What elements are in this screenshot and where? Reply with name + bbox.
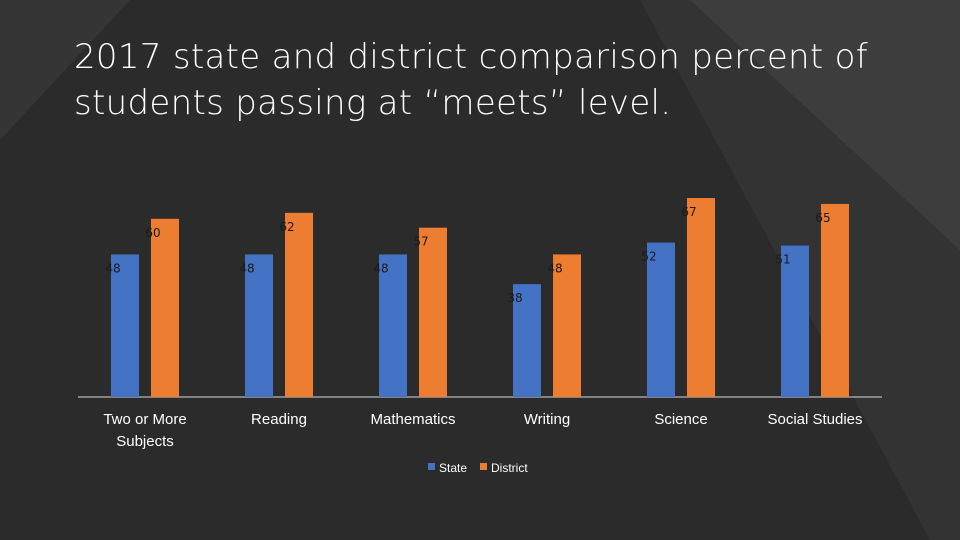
x-tick-label-0: Two or More Subjects xyxy=(103,411,186,450)
slide-title: 2017 state and district comparison perce… xyxy=(74,37,869,123)
x-tick-label-4: Science xyxy=(654,411,707,428)
bar-district-4 xyxy=(687,198,715,397)
bar-district-1 xyxy=(285,212,313,397)
data-label-district-0: 60 xyxy=(145,226,160,240)
data-label-state-0: 48 xyxy=(105,261,120,275)
legend-label-state: State xyxy=(439,461,467,475)
bar-state-0 xyxy=(111,254,139,397)
bar-district-2 xyxy=(419,227,447,397)
data-label-state-5: 51 xyxy=(775,253,790,267)
data-label-state-3: 38 xyxy=(507,291,522,305)
legend-label-district: District xyxy=(491,461,528,475)
bar-state-2 xyxy=(379,254,407,397)
data-label-district-3: 48 xyxy=(547,261,562,275)
data-label-state-4: 52 xyxy=(641,250,656,264)
data-label-district-2: 57 xyxy=(413,235,428,249)
data-label-district-5: 65 xyxy=(815,211,830,225)
legend-swatch-state xyxy=(428,463,435,470)
bar-state-4 xyxy=(647,242,675,397)
bar-state-5 xyxy=(781,245,809,397)
data-label-state-1: 48 xyxy=(239,261,254,275)
bar-state-1 xyxy=(245,254,273,397)
bar-district-0 xyxy=(151,218,179,397)
bar-district-3 xyxy=(553,254,581,397)
x-tick-label-1: Reading xyxy=(251,411,307,428)
x-tick-label-3: Writing xyxy=(524,411,570,428)
data-label-state-2: 48 xyxy=(373,261,388,275)
legend-swatch-district xyxy=(480,463,487,470)
bar-district-5 xyxy=(821,203,849,397)
data-label-district-1: 62 xyxy=(279,220,294,234)
x-tick-label-5: Social Studies xyxy=(767,411,862,428)
x-tick-label-2: Mathematics xyxy=(370,411,455,428)
bar-state-3 xyxy=(513,284,541,397)
data-label-district-4: 67 xyxy=(681,205,696,219)
